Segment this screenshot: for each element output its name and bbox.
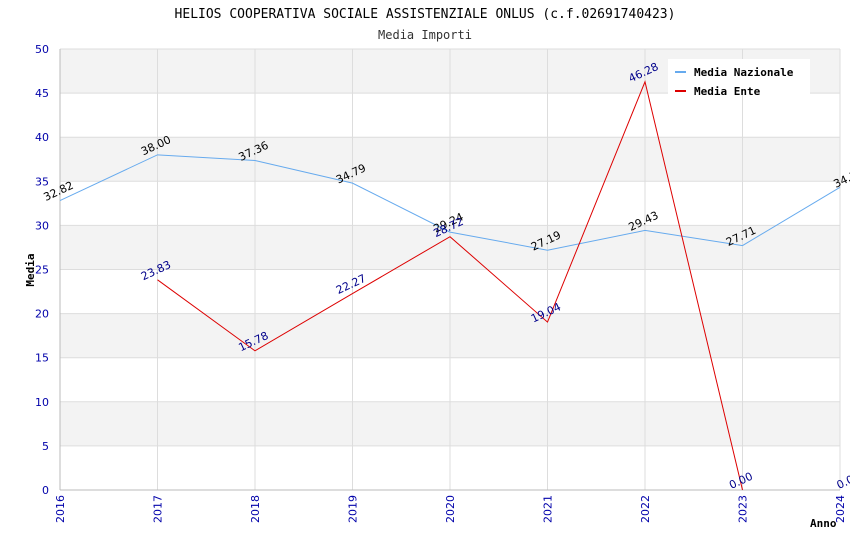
y-tick-label: 15 — [35, 352, 49, 365]
tick-labels: 0 5 10 15 20 25 30 35 40 45 50 2016 2017 2018 2019 2020… — [35, 43, 847, 523]
x-axis-label: Anno — [810, 517, 837, 530]
legend: Media Nazionale Media Ente — [668, 59, 810, 98]
x-tick-label: 2023 — [737, 495, 750, 523]
chart-title: HELIOS COOPERATIVA SOCIALE ASSISTENZIALE… — [175, 7, 676, 22]
legend-label: Media Ente — [694, 85, 761, 98]
y-tick-label: 40 — [35, 131, 49, 144]
y-tick-label: 5 — [42, 440, 49, 453]
x-tick-label: 2018 — [249, 495, 262, 523]
axes — [59, 49, 840, 491]
series-line-media-ente — [157, 80, 743, 491]
y-tick-label: 35 — [35, 175, 49, 188]
y-tick-label: 30 — [35, 219, 49, 232]
x-tick-label: 2024 — [834, 495, 847, 523]
y-tick-label: 45 — [35, 87, 49, 100]
x-tick-label: 2021 — [542, 495, 555, 523]
chart-subtitle: Media Importi — [378, 28, 472, 42]
x-tick-label: 2019 — [347, 495, 360, 523]
legend-label: Media Nazionale — [694, 66, 794, 79]
y-tick-label: 25 — [35, 264, 49, 277]
legend-box — [668, 59, 810, 95]
y-tick-label: 20 — [35, 308, 49, 321]
series-line-media-nazionale — [59, 154, 841, 251]
y-tick-label: 0 — [42, 484, 49, 497]
y-axis-label: Media — [24, 253, 37, 286]
y-tick-label: 50 — [35, 43, 49, 56]
x-tick-label: 2020 — [444, 495, 457, 523]
x-tick-label: 2016 — [54, 495, 67, 523]
x-tick-label: 2017 — [152, 495, 165, 523]
series-lines — [59, 80, 841, 491]
y-tick-label: 10 — [35, 396, 49, 409]
x-tick-label: 2022 — [639, 495, 652, 523]
